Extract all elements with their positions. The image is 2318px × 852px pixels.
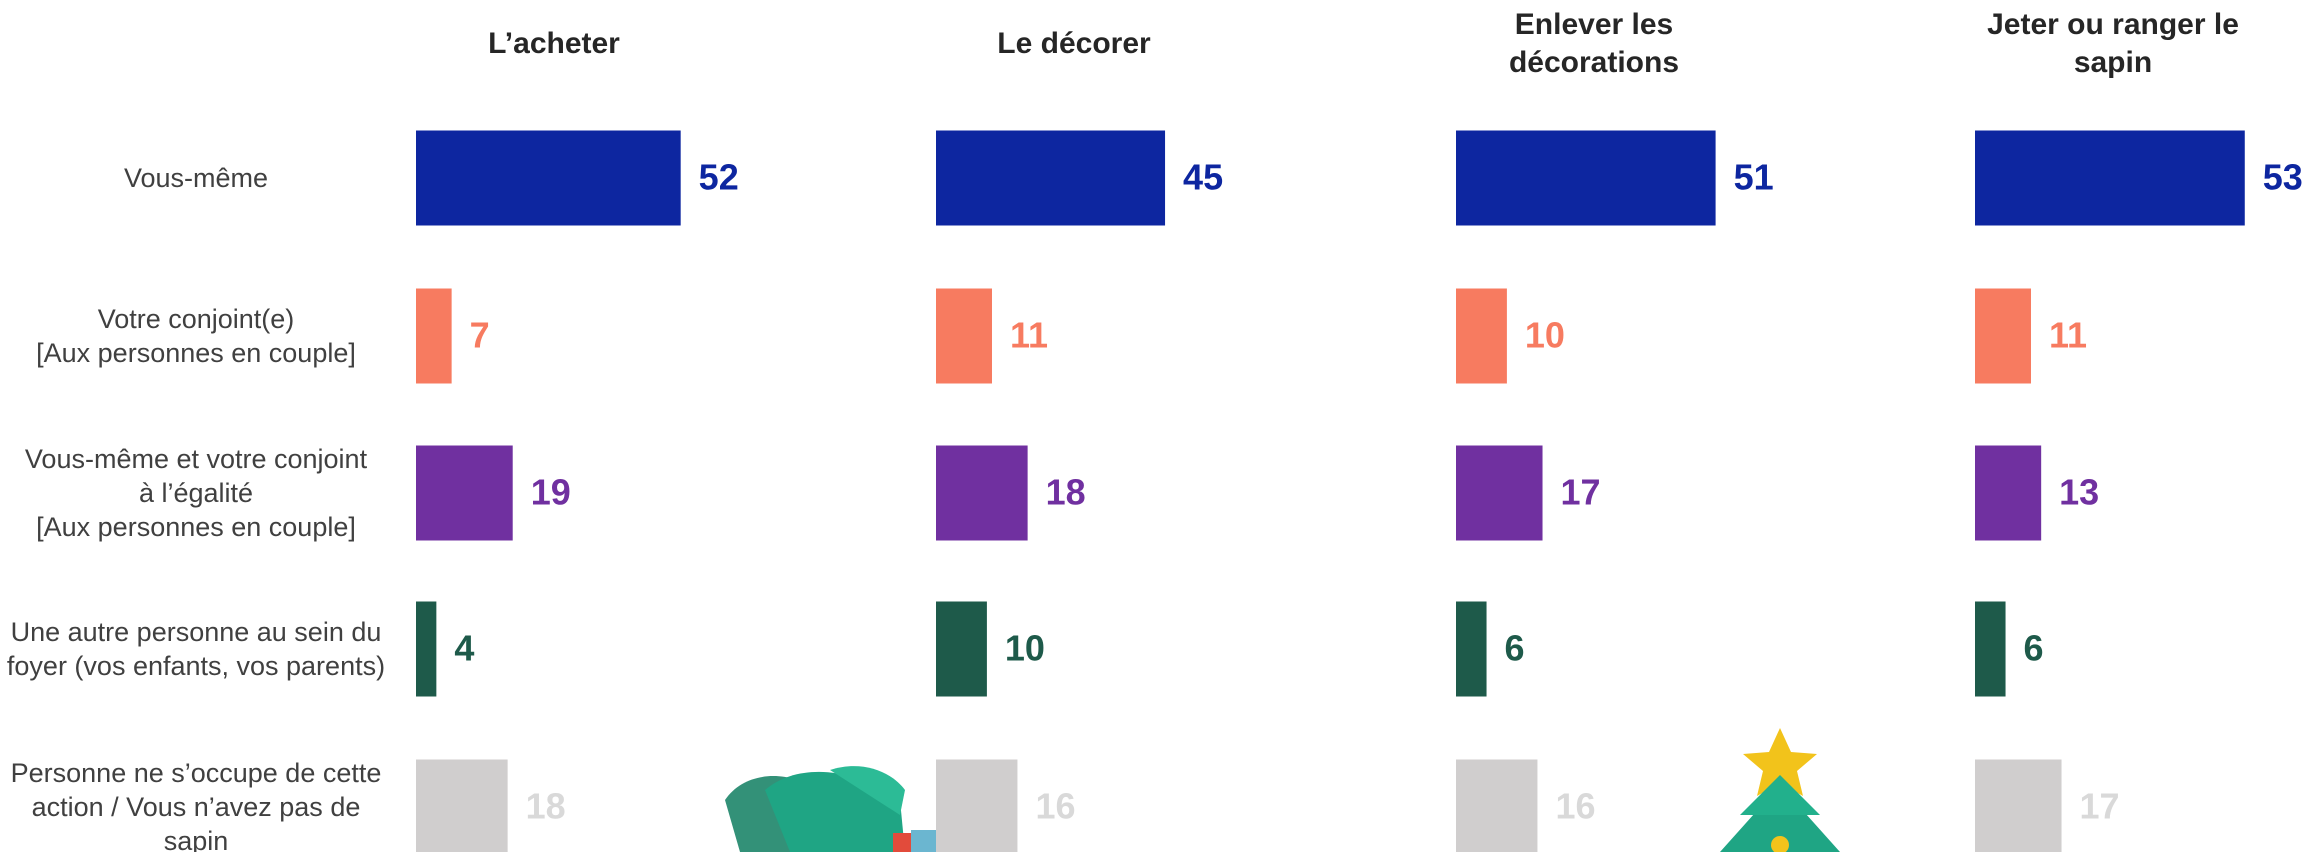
- value-label: 53: [2263, 157, 2303, 198]
- value-label: 16: [1555, 786, 1595, 827]
- panel-title: Enlever les décorations: [1508, 8, 1680, 79]
- bar: [1975, 130, 2245, 226]
- bar: [1975, 445, 2042, 541]
- panel-title: Le décorer: [997, 27, 1151, 60]
- category-label: Personne ne s’occupe de cette action / V…: [10, 758, 382, 852]
- bar: [1456, 601, 1487, 697]
- value-label: 7: [470, 315, 490, 356]
- value-label: 11: [1010, 315, 1048, 356]
- bar: [936, 445, 1028, 541]
- value-label: 19: [531, 472, 571, 513]
- value-label: 45: [1183, 157, 1223, 198]
- panel-title: L’acheter: [488, 27, 620, 60]
- bar: [936, 601, 987, 697]
- bar: [1975, 601, 2006, 697]
- category-label: Vous-même: [123, 163, 269, 193]
- value-label: 10: [1525, 315, 1565, 356]
- bar: [936, 759, 1018, 852]
- tree-icon: [1720, 728, 1840, 852]
- value-label: 16: [1035, 786, 1075, 827]
- bar: [1975, 288, 2031, 384]
- value-label: 17: [2080, 786, 2120, 827]
- value-label: 10: [1005, 628, 1045, 669]
- bar: [1456, 288, 1507, 384]
- bar: [1456, 759, 1538, 852]
- panel-title: Jeter ou ranger le sapin: [1987, 8, 2239, 79]
- value-label: 6: [2024, 628, 2044, 669]
- value-label: 4: [454, 628, 474, 669]
- value-label: 13: [2059, 472, 2099, 513]
- value-label: 17: [1561, 472, 1601, 513]
- value-label: 11: [2049, 315, 2087, 356]
- bar: [1456, 445, 1543, 541]
- bar: [936, 130, 1166, 226]
- bar: [936, 288, 992, 384]
- bar: [416, 601, 437, 697]
- bar: [416, 288, 452, 384]
- bar: [416, 445, 513, 541]
- bar: [416, 130, 681, 226]
- value-label: 18: [526, 786, 566, 827]
- branch-icon: [725, 766, 946, 852]
- value-label: 18: [1046, 472, 1086, 513]
- bar: [1456, 130, 1716, 226]
- bar: [1975, 759, 2062, 852]
- value-label: 6: [1505, 628, 1525, 669]
- bar: [416, 759, 508, 852]
- category-label: Votre conjoint(e) [Aux personnes en coup…: [36, 304, 356, 368]
- category-label: Une autre personne au sein du foyer (vos…: [6, 617, 386, 681]
- value-label: 52: [699, 157, 739, 198]
- value-label: 51: [1734, 157, 1774, 198]
- category-label: Vous-même et votre conjoint à l’égalité …: [24, 444, 368, 542]
